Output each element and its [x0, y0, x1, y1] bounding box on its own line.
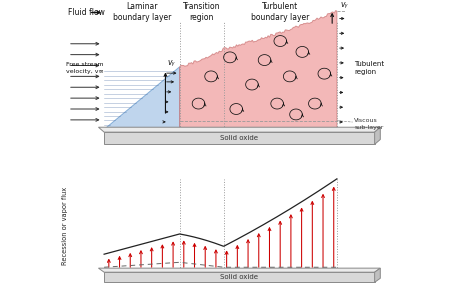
Text: Free stream
velocity, v∞: Free stream velocity, v∞ — [66, 62, 104, 74]
Polygon shape — [180, 11, 337, 129]
Text: Laminar
boundary layer: Laminar boundary layer — [113, 2, 171, 22]
Polygon shape — [374, 268, 380, 282]
Bar — [104, 132, 374, 144]
Text: vᵧ: vᵧ — [340, 0, 347, 9]
Text: Turbulent
boundary layer: Turbulent boundary layer — [251, 2, 310, 22]
Text: Viscous
sub-layer: Viscous sub-layer — [354, 118, 383, 130]
Text: Transition
region: Transition region — [183, 2, 220, 22]
Text: Tubulent
region: Tubulent region — [354, 61, 384, 75]
Polygon shape — [99, 127, 380, 132]
Polygon shape — [99, 268, 380, 272]
Polygon shape — [104, 67, 180, 129]
Text: Fluid flow: Fluid flow — [68, 8, 105, 17]
Bar — [104, 272, 374, 282]
Text: Solid oxide: Solid oxide — [220, 135, 258, 141]
Text: Solid oxide: Solid oxide — [220, 274, 258, 280]
Text: vᵧ: vᵧ — [167, 58, 174, 67]
Text: Recession or vapor flux: Recession or vapor flux — [62, 187, 68, 265]
Polygon shape — [374, 127, 380, 144]
